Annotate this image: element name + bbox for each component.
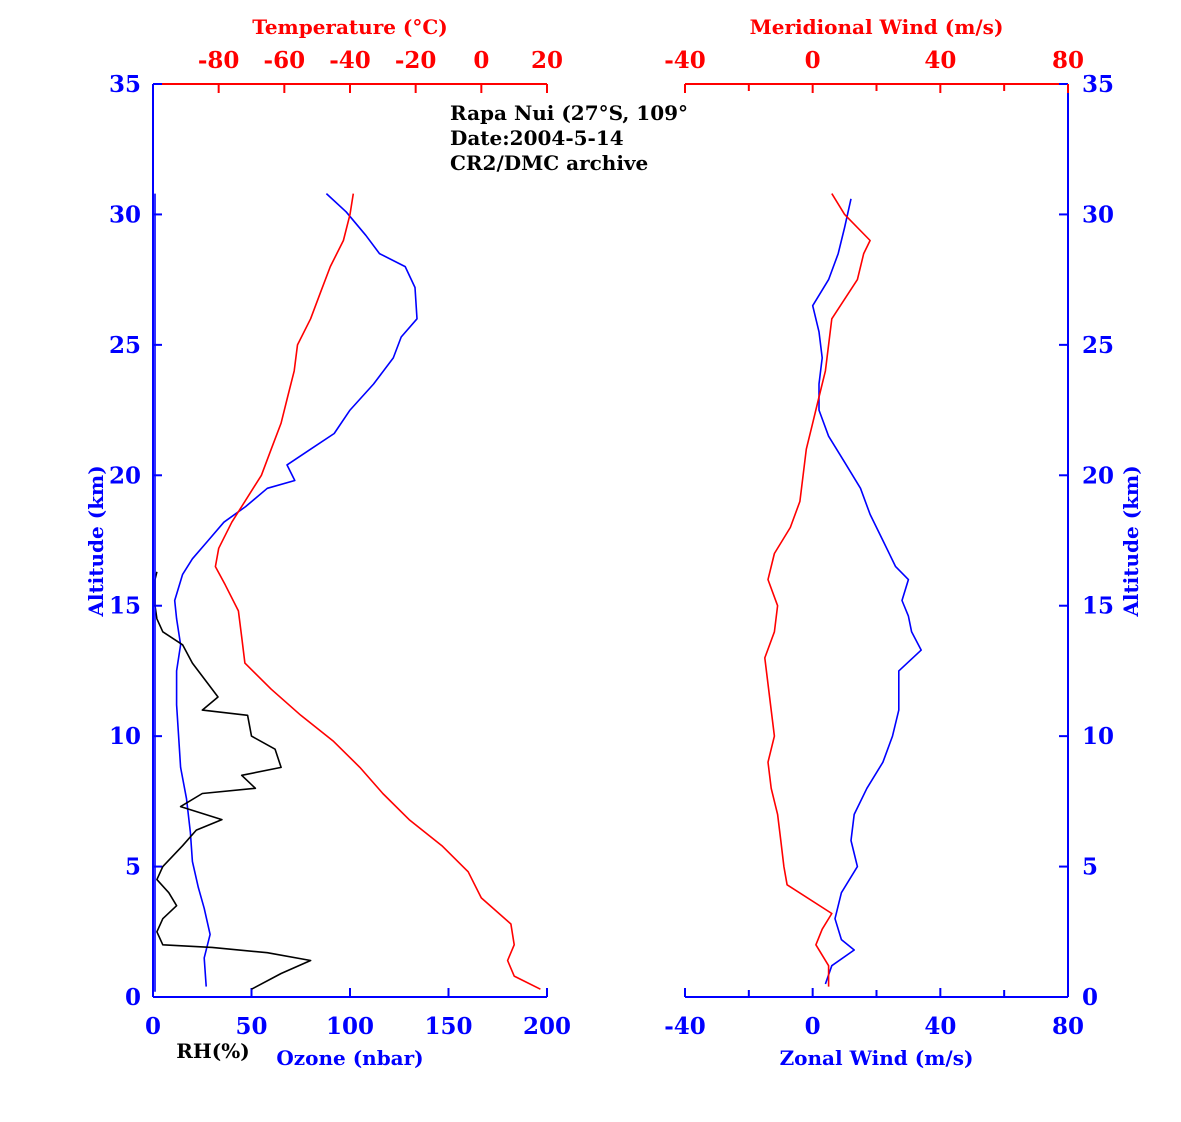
right-bottom-tick-label: 80 — [1052, 1013, 1084, 1040]
date-info-text: Date:2004-5-14 — [450, 126, 624, 150]
left-y-tick-label: 10 — [109, 723, 141, 750]
right-y-tick-label: 10 — [1082, 723, 1114, 750]
left-bottom-tick-label: 0 — [145, 1013, 161, 1040]
left-altitude-axis-title: Altitude (km) — [84, 465, 108, 617]
left-top-tick-label: -60 — [264, 47, 306, 74]
right-y-tick-label: 30 — [1082, 201, 1114, 228]
right-series-meridional-wind-m-s — [763, 193, 871, 987]
left-bottom-tick-label: 150 — [424, 1013, 472, 1040]
station-info-text: Rapa Nui (27°S, 109° — [450, 101, 688, 125]
left-series-temperature-c — [214, 193, 541, 990]
left-panel: 0 5 10 15 20 25 30 35 0 50 100 150 200 -80 -60 -40 -20 0 2… — [84, 15, 571, 1070]
right-top-tick-label: 80 — [1052, 47, 1084, 74]
left-series-ozone-nbar — [173, 193, 418, 987]
right-top-tick-label: 40 — [924, 47, 956, 74]
left-y-tick-label: 25 — [109, 332, 141, 359]
right-y-tick-label: 0 — [1082, 984, 1098, 1011]
left-top-tick-label: -20 — [395, 47, 437, 74]
left-y-tick-label: 30 — [109, 201, 141, 228]
left-y-tick-label: 35 — [109, 71, 141, 98]
left-top-tick-label: -80 — [198, 47, 240, 74]
ozone-axis-title: Ozone (nbar) — [276, 1046, 423, 1070]
right-y-tick-label: 15 — [1082, 593, 1114, 620]
right-y-tick-label: 20 — [1082, 462, 1114, 489]
left-series-rh — [154, 571, 312, 990]
right-bottom-tick-label: 40 — [924, 1013, 956, 1040]
right-y-tick-label: 25 — [1082, 332, 1114, 359]
left-top-axis-title: Temperature (°C) — [252, 15, 448, 39]
archive-info-text: CR2/DMC archive — [450, 151, 648, 175]
right-y-tick-label: 35 — [1082, 71, 1114, 98]
left-top-tick-label: 20 — [531, 47, 563, 74]
left-y-tick-label: 0 — [125, 984, 141, 1011]
right-top-tick-label: 0 — [805, 47, 821, 74]
left-y-tick-label: 5 — [125, 854, 141, 881]
right-top-axis-title: Meridional Wind (m/s) — [750, 15, 1004, 39]
right-altitude-axis-title: Altitude (km) — [1119, 465, 1143, 617]
left-y-tick-label: 15 — [109, 593, 141, 620]
left-y-tick-label: 20 — [109, 462, 141, 489]
zonal-wind-axis-title: Zonal Wind (m/s) — [780, 1046, 974, 1070]
rh-axis-title: RH(%) — [176, 1039, 249, 1063]
right-top-tick-label: -40 — [664, 47, 706, 74]
right-y-tick-label: 5 — [1082, 854, 1098, 881]
right-bottom-tick-label: -40 — [664, 1013, 706, 1040]
left-bottom-tick-label: 200 — [523, 1013, 571, 1040]
right-bottom-tick-label: 0 — [805, 1013, 821, 1040]
left-bottom-tick-label: 100 — [326, 1013, 374, 1040]
left-bottom-tick-label: 50 — [235, 1013, 267, 1040]
left-top-tick-label: -40 — [329, 47, 371, 74]
left-top-tick-label: 0 — [473, 47, 489, 74]
right-series-zonal-wind-m-s — [811, 198, 923, 985]
right-panel: 0 5 10 15 20 25 30 35 -40 0 40 80 -40 0 40 80 Meridional… — [664, 15, 1143, 1070]
